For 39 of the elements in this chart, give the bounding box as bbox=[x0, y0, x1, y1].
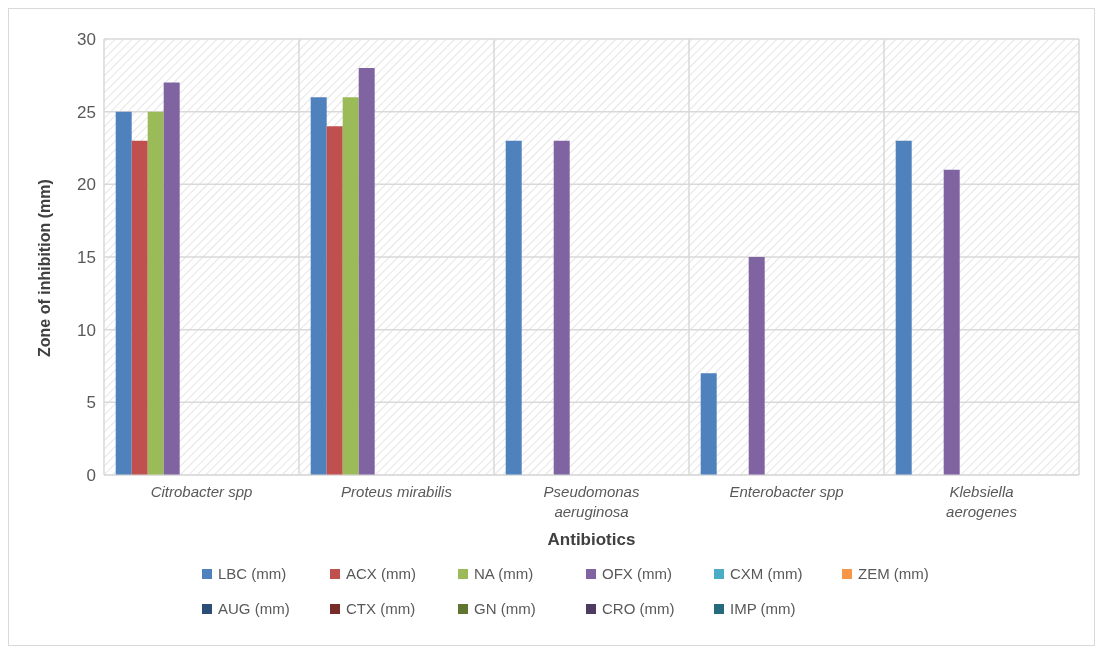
legend-label: LBC (mm) bbox=[217, 565, 288, 582]
legend-label: GN (mm) bbox=[473, 600, 537, 617]
y-tick-label: 5 bbox=[86, 393, 96, 413]
y-tick-label: 0 bbox=[86, 466, 96, 486]
legend-label: CTX (mm) bbox=[345, 600, 417, 617]
legend-label: OFX (mm) bbox=[601, 565, 673, 582]
bar bbox=[131, 140, 148, 475]
y-tick-label: 15 bbox=[77, 248, 96, 268]
bar bbox=[115, 111, 132, 475]
bar bbox=[342, 97, 359, 475]
x-tick-label: Citrobacter spp bbox=[150, 483, 253, 500]
bar bbox=[943, 169, 960, 475]
legend-label: ZEM (mm) bbox=[857, 565, 930, 582]
x-tick-label: Pseudomonas aeruginosa bbox=[543, 483, 640, 520]
x-axis-title: Antibiotics bbox=[547, 530, 636, 549]
bar bbox=[553, 140, 570, 475]
legend-label: CXM (mm) bbox=[729, 565, 804, 582]
bar bbox=[748, 257, 765, 475]
bar bbox=[700, 373, 717, 475]
x-tick-label: Proteus mirabilis bbox=[341, 483, 453, 500]
y-tick-label: 25 bbox=[77, 102, 96, 122]
legend-label: ACX (mm) bbox=[345, 565, 417, 582]
legend-label: IMP (mm) bbox=[729, 600, 797, 617]
legend-label: AUG (mm) bbox=[217, 600, 291, 617]
bar bbox=[147, 111, 164, 475]
x-tick-label: Enterobacter spp bbox=[729, 483, 844, 500]
bar bbox=[505, 140, 522, 475]
y-tick-label: 20 bbox=[77, 175, 96, 195]
x-tick-label: Klebsiella aerogenes bbox=[946, 483, 1018, 520]
y-axis-title: Zone of inhibition (mm) bbox=[35, 179, 53, 357]
bar bbox=[310, 97, 327, 475]
bar bbox=[895, 140, 912, 475]
bar bbox=[358, 68, 375, 475]
bar bbox=[163, 82, 180, 475]
y-tick-label: 10 bbox=[77, 320, 96, 340]
legend-label: CRO (mm) bbox=[601, 600, 676, 617]
y-tick-label: 30 bbox=[77, 30, 96, 50]
legend-label: NA (mm) bbox=[473, 565, 535, 582]
bar bbox=[326, 126, 343, 475]
